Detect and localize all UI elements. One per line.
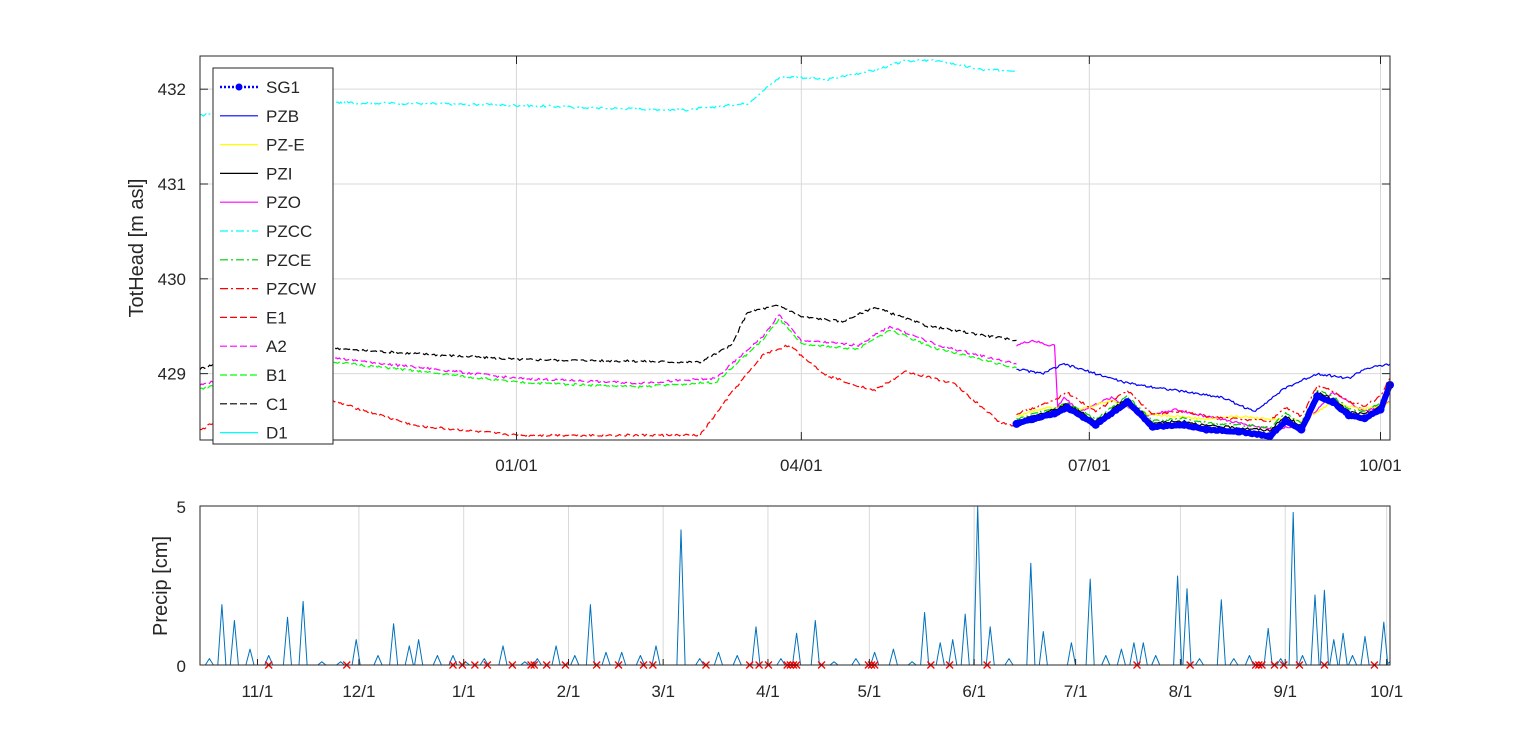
series-sg1-point — [1360, 414, 1369, 423]
tothead-x-tick-label: 10/01 — [1359, 456, 1402, 475]
precip-x-tick-label: 3/1 — [651, 682, 675, 701]
legend-swatch-sg1-marker — [235, 83, 243, 91]
series-b1-line — [199, 318, 1017, 390]
series-pzi-line — [1016, 382, 1391, 432]
precip-ylabel: Precip [cm] — [150, 536, 172, 636]
series-sg1-point — [1123, 398, 1132, 407]
precip-y-tick-label: 5 — [177, 498, 186, 517]
series-sg1-point — [1148, 422, 1157, 431]
precip-x-tick-label: 4/1 — [756, 682, 780, 701]
tothead-plot-area — [200, 56, 1390, 440]
series-sg1-point — [1202, 425, 1211, 434]
precip-plot-area — [200, 506, 1390, 665]
legend-label-pzcc: PZCC — [266, 222, 312, 241]
tothead-ylabel: TotHead [m asl] — [126, 179, 148, 318]
series-c1-line — [199, 304, 1017, 371]
precip-y-tick-label: 0 — [177, 657, 186, 676]
series-a2-line — [199, 314, 1017, 386]
series-sg1-point — [1091, 420, 1100, 429]
series-sg1-point — [1313, 392, 1322, 401]
series-precip-line — [200, 505, 1391, 666]
series-sg1-point — [1012, 419, 1021, 428]
legend-label-pzb: PZB — [266, 107, 299, 126]
tothead-y-tick-label: 429 — [158, 365, 186, 384]
series-sg1-point — [1344, 411, 1353, 420]
series-sg1-point — [1329, 398, 1338, 407]
series-pzcw-line — [1016, 377, 1391, 423]
series-sg1-point — [1265, 432, 1274, 441]
precip-x-tick-label: 2/1 — [557, 682, 581, 701]
series-e1-line — [199, 344, 1017, 437]
precip-ticks: 11/1 12/1 1/1 2/1 3/1 4/1 5/1 6/1 7/1 8/1 9/1 10/1 0… — [177, 498, 1404, 701]
tothead-x-tick-label: 01/01 — [495, 456, 538, 475]
series-pzb-line — [1016, 362, 1391, 412]
precip-x-tick-label: 9/1 — [1273, 682, 1297, 701]
precip-x-tick-label: 10/1 — [1370, 682, 1403, 701]
series-sg1-point — [1180, 420, 1189, 429]
series-sg1-point — [1028, 415, 1037, 424]
legend-label-pzi: PZI — [266, 164, 292, 183]
legend-label-pzce: PZCE — [266, 251, 311, 270]
legend-label-c1: C1 — [266, 395, 288, 414]
tothead-ticks: 01/01 04/01 07/01 10/01 429 430 431 432 — [158, 56, 1402, 475]
series-sg1-point — [1050, 409, 1059, 418]
tothead-axes: 01/01 04/01 07/01 10/01 429 430 431 432 TotHead… — [126, 55, 1402, 475]
legend-label-e1: E1 — [266, 308, 287, 327]
precip-x-tick-label: 11/1 — [242, 682, 274, 701]
legend-label-sg1: SG1 — [266, 78, 300, 97]
legend-label-a2: A2 — [266, 337, 287, 356]
precip-axes: 11/1 12/1 1/1 2/1 3/1 4/1 5/1 6/1 7/1 8/1 9/1 10/1 0… — [150, 498, 1403, 701]
precip-x-tick-label: 7/1 — [1064, 682, 1088, 701]
tothead-x-tick-label: 07/01 — [1068, 456, 1111, 475]
tothead-y-tick-label: 430 — [158, 270, 186, 289]
tothead-x-tick-label: 04/01 — [780, 456, 823, 475]
tothead-grid — [200, 56, 1390, 440]
legend-label-pzo: PZO — [266, 193, 301, 212]
tothead-axes-box — [199, 55, 1391, 441]
legend-label-pzcw: PZCW — [266, 280, 316, 299]
precip-x-tick-label: 8/1 — [1169, 682, 1193, 701]
legend-label-d1: D1 — [266, 424, 288, 443]
precip-x-tick-label: 6/1 — [962, 682, 986, 701]
precip-x-tick-label: 1/1 — [452, 682, 476, 701]
tothead-legend: SG1 PZB PZ-E PZI PZO PZCC PZCE PZCW E1 A2 B1 C1 D1 — [212, 67, 334, 445]
legend-label-b1: B1 — [266, 366, 287, 385]
series-sg1-point — [1297, 425, 1306, 434]
series-pz-e-line — [1016, 399, 1391, 423]
series-sg1-point — [1234, 427, 1243, 436]
legend-label-pz-e: PZ-E — [266, 136, 305, 155]
precip-axes-box — [199, 505, 1391, 666]
tothead-series — [199, 59, 1394, 441]
tothead-y-tick-label: 431 — [158, 175, 186, 194]
precip-x-tick-label: 5/1 — [858, 682, 882, 701]
tothead-y-tick-label: 432 — [158, 80, 186, 99]
series-sg1-point — [1063, 403, 1072, 412]
precip-x-tick-label: 12/1 — [342, 682, 375, 701]
series-sg1-point — [1281, 417, 1290, 426]
precip-grid — [256, 506, 1388, 665]
legend-box — [212, 67, 334, 445]
series-sg1-point — [1376, 405, 1385, 414]
